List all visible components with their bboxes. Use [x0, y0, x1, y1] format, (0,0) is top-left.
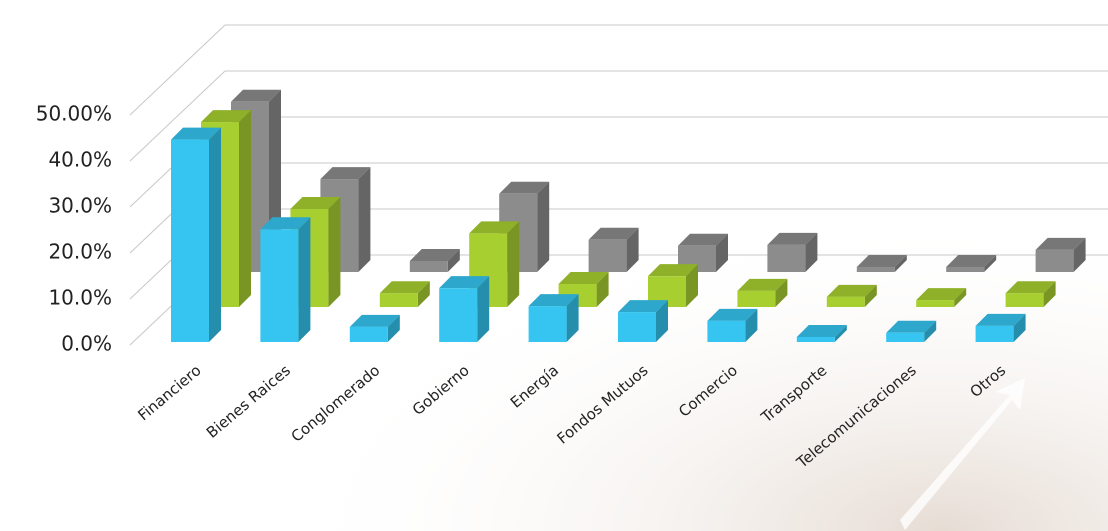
bar-top	[916, 288, 967, 301]
y-tick-label: 20.0%	[48, 240, 112, 264]
bar-side	[387, 314, 400, 342]
bar-top	[737, 278, 788, 291]
bar-side	[805, 232, 818, 272]
bar	[886, 332, 925, 342]
y-tick-label: 50.00%	[36, 102, 112, 126]
bar-side	[686, 264, 698, 307]
bar	[1035, 249, 1074, 272]
bar-top	[409, 248, 460, 261]
bar	[916, 300, 955, 307]
bar-side	[596, 272, 609, 307]
arrow-decoration	[900, 378, 1025, 530]
y-tick-label: 30.0%	[48, 194, 112, 218]
bar-top	[231, 89, 281, 102]
bar-top	[796, 324, 847, 337]
bar-top	[349, 314, 400, 327]
grid-line-side	[129, 70, 226, 162]
bar-side	[1013, 313, 1026, 342]
bar-top	[886, 320, 937, 333]
bar-side	[358, 167, 371, 272]
bar	[796, 336, 835, 342]
bar-side	[209, 127, 221, 342]
bar-side	[894, 254, 907, 272]
bar-top	[826, 284, 877, 297]
grid-line-side	[129, 24, 226, 116]
bar-top	[1005, 281, 1056, 294]
bar-top	[678, 233, 728, 246]
bar	[975, 325, 1014, 342]
bar	[409, 260, 448, 272]
bar-side	[984, 254, 997, 272]
bar-top	[856, 254, 907, 267]
bar-top	[558, 272, 609, 284]
bar-side	[447, 248, 460, 272]
bar-side	[834, 324, 847, 342]
bar-top	[290, 197, 341, 210]
bar-side	[328, 197, 341, 307]
bar	[588, 239, 627, 272]
bar-top	[528, 294, 579, 307]
bar	[946, 266, 985, 272]
bar-top	[946, 254, 997, 267]
bar	[618, 312, 656, 342]
bar-side	[417, 281, 430, 307]
bar	[439, 288, 478, 342]
bar-side	[1043, 281, 1056, 307]
bar-top	[767, 232, 818, 245]
bar	[1005, 293, 1044, 307]
bar-top	[171, 127, 221, 140]
bar	[349, 326, 388, 342]
bar-top	[320, 167, 371, 180]
bar-top	[469, 221, 520, 234]
bar	[826, 296, 865, 307]
bar-side	[566, 294, 579, 342]
bar-side	[745, 308, 758, 342]
bar-top	[618, 300, 668, 313]
y-tick-label: 10.0%	[48, 286, 112, 310]
bar-top	[648, 264, 698, 277]
bar-side	[954, 288, 967, 307]
bar-top	[1035, 237, 1086, 250]
bar	[260, 229, 299, 342]
bar-side	[537, 181, 550, 272]
bar-side	[626, 227, 639, 272]
bar-side	[298, 217, 311, 342]
bar-top	[975, 313, 1026, 326]
bar	[856, 266, 895, 272]
bar-top	[439, 276, 490, 289]
bar-top	[588, 227, 639, 240]
bar-side	[924, 320, 937, 342]
bar	[171, 139, 209, 342]
bar	[767, 244, 806, 272]
bar-top	[260, 217, 311, 230]
bar-side	[1073, 237, 1086, 272]
bar-side	[477, 276, 490, 342]
bar-top	[707, 308, 758, 321]
bar	[528, 306, 567, 342]
bar-top	[201, 110, 251, 123]
bar-side	[864, 284, 877, 307]
y-tick-label: 40.0%	[48, 148, 112, 172]
bar-side	[507, 221, 520, 307]
bar-side	[656, 300, 668, 342]
bar	[707, 320, 746, 342]
bar-top	[379, 281, 430, 294]
bar-side	[775, 278, 788, 307]
bar-side	[239, 110, 251, 307]
bar-side	[716, 233, 728, 272]
y-tick-label: 0.0%	[61, 332, 112, 356]
bar	[379, 293, 418, 307]
bar-top	[499, 181, 550, 194]
bar	[737, 290, 776, 307]
